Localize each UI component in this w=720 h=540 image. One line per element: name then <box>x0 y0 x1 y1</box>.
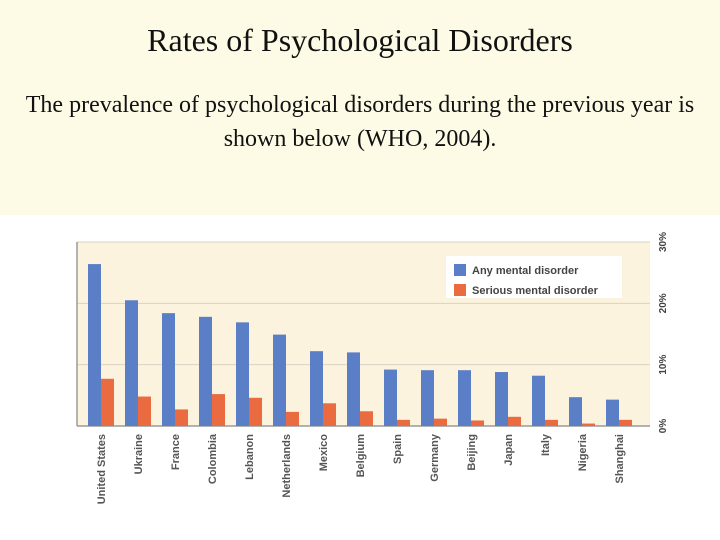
x-tick-label: Colombia <box>207 433 219 484</box>
slide-body-text: The prevalence of psychological disorder… <box>25 92 695 152</box>
y-tick-label: 10% <box>658 355 669 375</box>
bar-any <box>88 264 101 426</box>
bar-any <box>458 370 471 426</box>
legend-swatch <box>454 284 466 296</box>
bar-any <box>236 322 249 426</box>
bar-any <box>273 334 286 426</box>
bar-any <box>532 375 545 426</box>
bar-any <box>421 370 434 426</box>
x-tick-label: Nigeria <box>577 433 589 471</box>
y-tick-label: 0% <box>658 419 669 434</box>
x-tick-label: Japan <box>503 434 515 466</box>
legend-swatch <box>454 264 466 276</box>
bar-any <box>347 352 360 426</box>
bar-serious <box>508 416 521 426</box>
y-tick-label: 20% <box>658 293 669 313</box>
bar-serious <box>619 419 632 426</box>
bar-serious <box>545 419 558 426</box>
x-tick-label: Ukraine <box>133 434 145 474</box>
bar-serious <box>582 423 595 426</box>
legend-box <box>446 256 622 298</box>
x-tick-label: Mexico <box>318 434 330 472</box>
bar-serious <box>397 419 410 426</box>
bar-any <box>199 316 212 426</box>
x-tick-label: Belgium <box>355 434 367 478</box>
x-tick-label: United States <box>96 434 108 504</box>
bar-any <box>310 351 323 426</box>
x-tick-label: France <box>170 434 182 470</box>
bar-serious <box>434 418 447 426</box>
x-tick-label: Italy <box>540 433 552 456</box>
x-tick-label: Netherlands <box>281 434 293 498</box>
bar-serious <box>101 378 114 426</box>
slide-title: Rates of Psychological Disorders <box>147 22 573 58</box>
bar-serious <box>212 394 225 426</box>
bar-serious <box>286 411 299 426</box>
bar-any <box>384 369 397 426</box>
bar-serious <box>360 411 373 426</box>
bar-chart: 0% 10% 20% 30% United States Ukraine France Col… <box>76 232 669 504</box>
bar-any <box>125 300 138 426</box>
bar-any <box>162 313 175 426</box>
bar-serious <box>249 397 262 426</box>
x-tick-label: Spain <box>392 434 404 464</box>
bar-any <box>606 399 619 426</box>
bar-serious <box>175 409 188 426</box>
y-tick-label: 30% <box>658 232 669 252</box>
x-tick-label: Germany <box>429 433 441 482</box>
x-tick-label: Shanghai <box>614 434 626 484</box>
bar-any <box>495 372 508 426</box>
bar-serious <box>471 420 484 426</box>
legend-label: Serious mental disorder <box>472 285 599 297</box>
x-tick-label: Lebanon <box>244 434 256 480</box>
bar-any <box>569 397 582 426</box>
bar-serious <box>138 396 151 426</box>
legend-label: Any mental disorder <box>472 265 579 277</box>
bar-serious <box>323 403 336 426</box>
x-tick-label: Beijing <box>466 434 478 471</box>
slide-header <box>0 0 720 215</box>
